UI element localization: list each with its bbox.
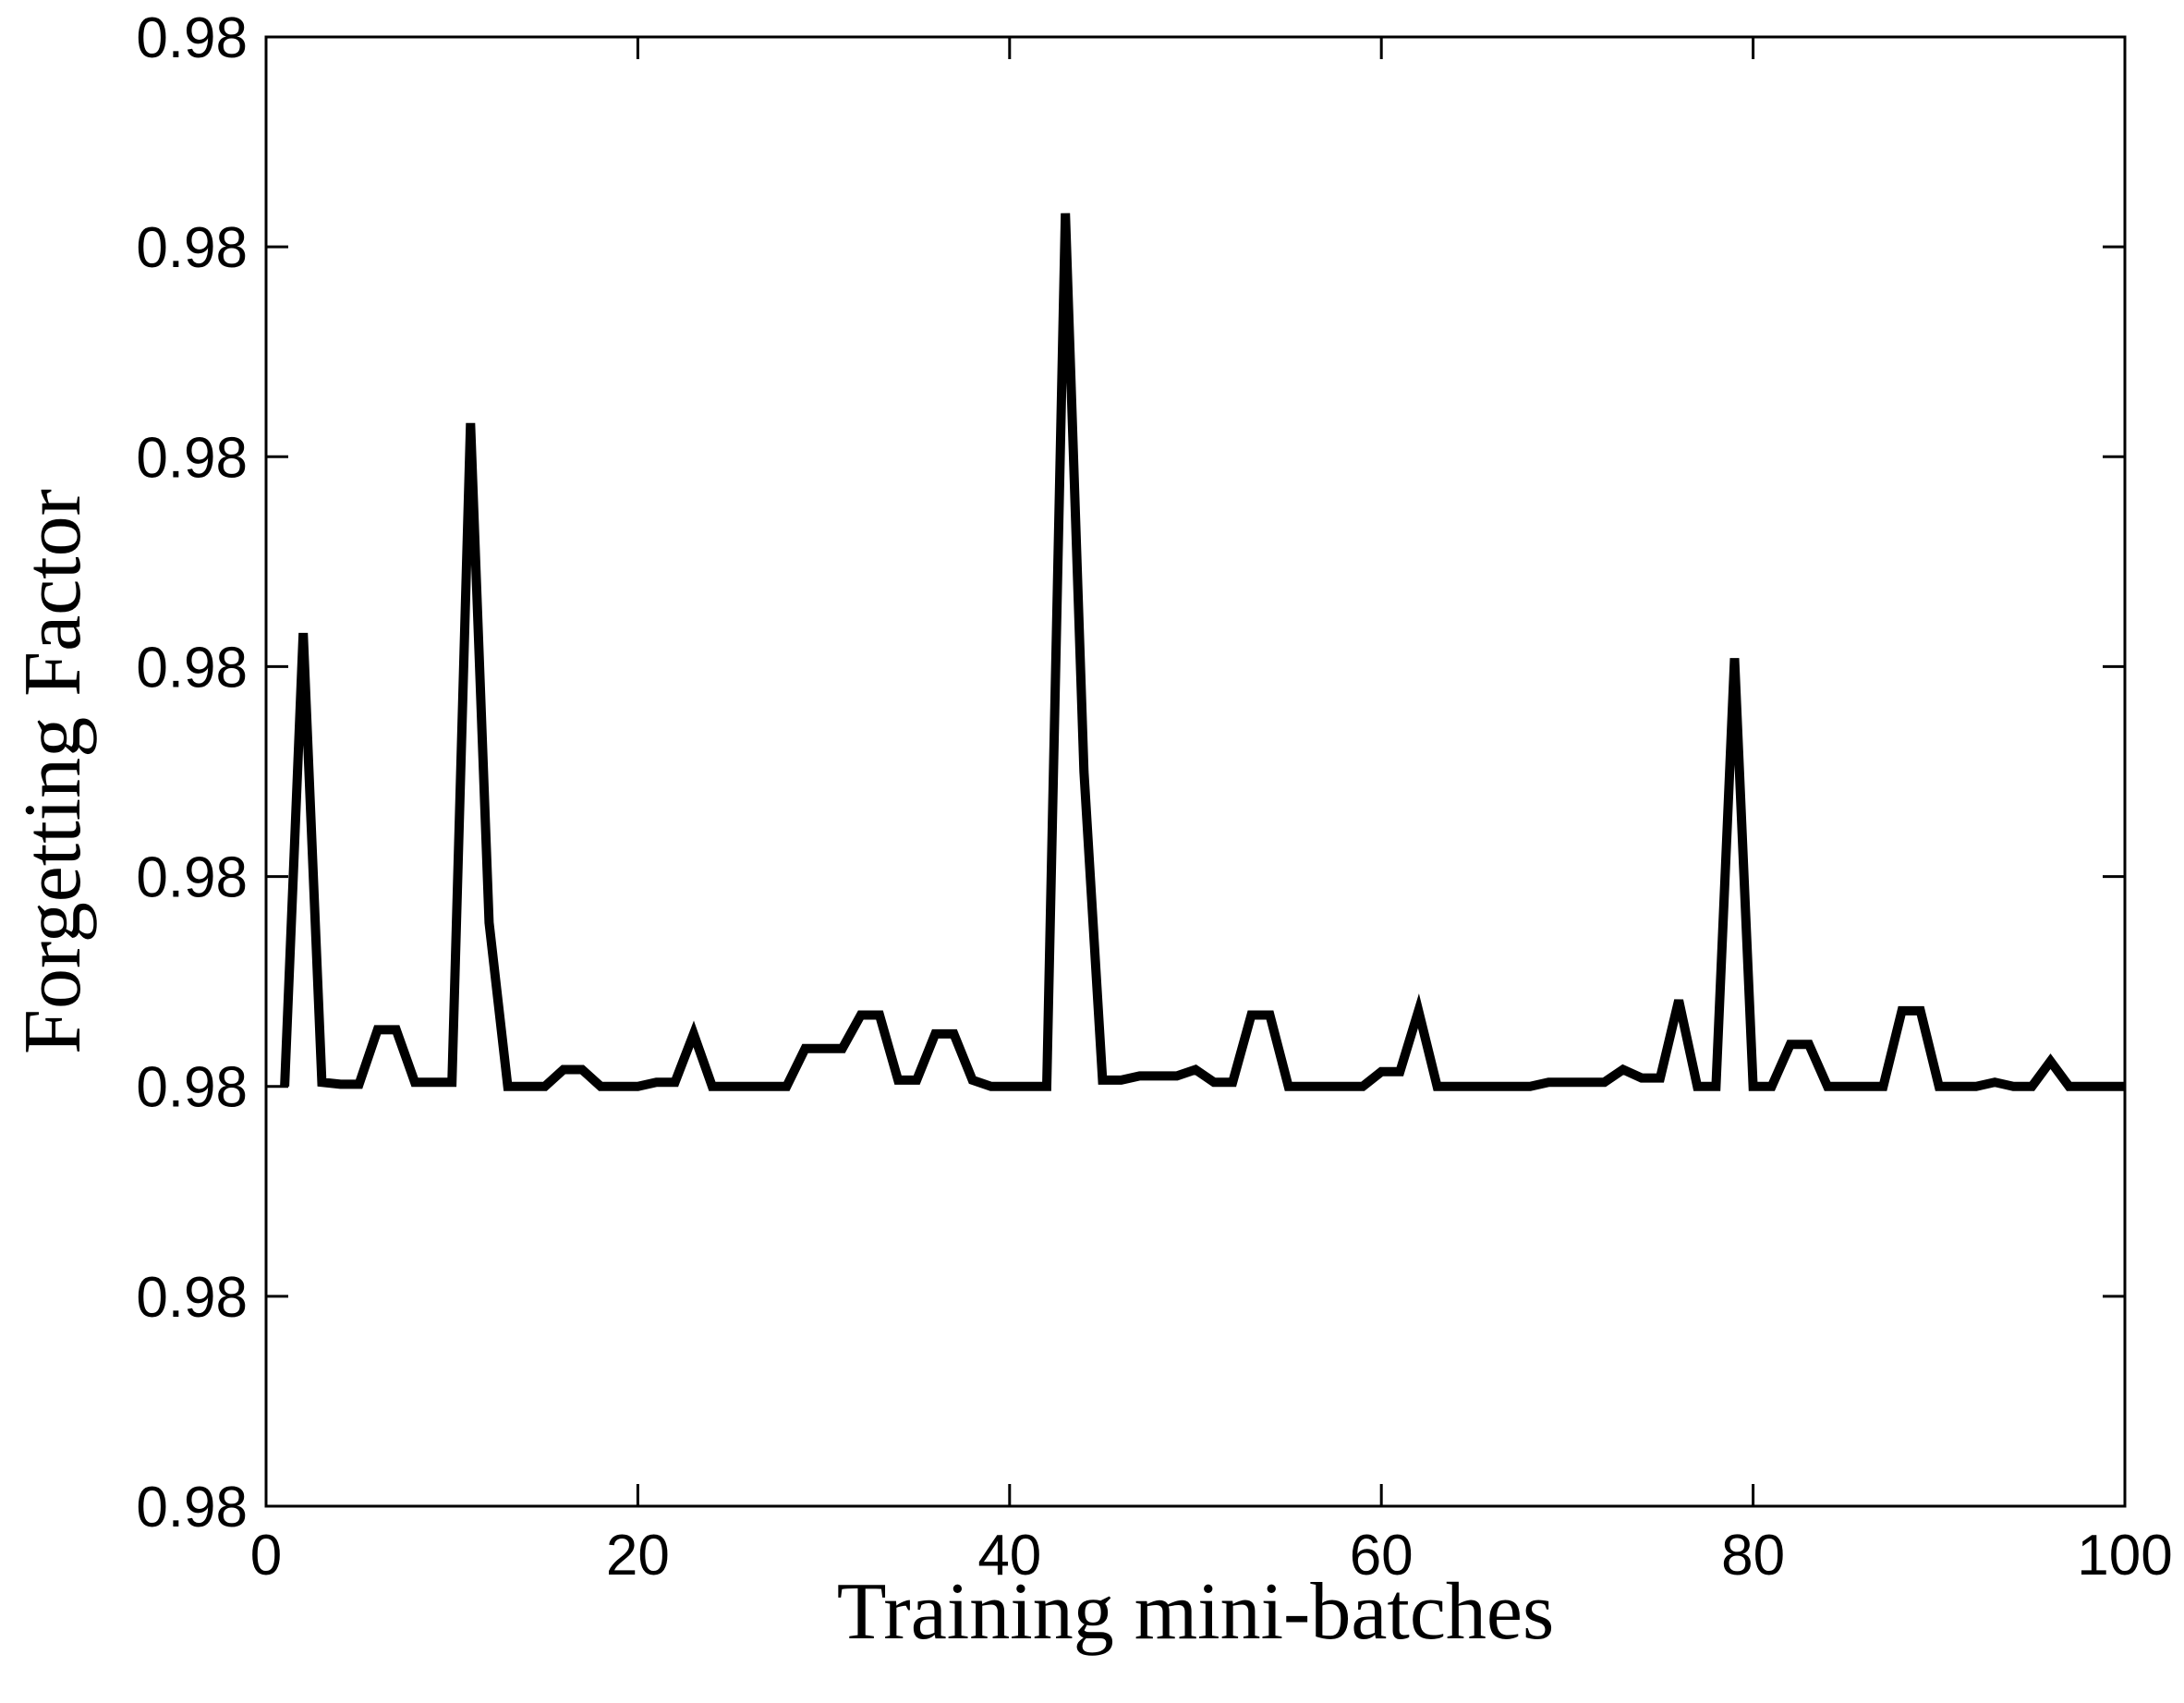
x-tick-label: 60 [1350,1524,1414,1587]
y-tick-label: 0.98 [136,846,248,910]
x-tick-label: 0 [250,1524,282,1587]
y-tick-label: 0.98 [136,636,248,699]
y-tick-label: 0.98 [136,6,248,70]
x-tick-label: 80 [1721,1524,1785,1587]
y-tick-label: 0.98 [136,1056,248,1120]
x-axis-ticks: 0 20 40 60 80 100 [250,37,2173,1587]
y-tick-label: 0.98 [136,1266,248,1330]
x-axis-label: Training mini-batches [837,1567,1554,1657]
y-tick-label: 0.98 [136,216,248,280]
y-tick-label: 0.98 [136,426,248,490]
y-axis-ticks: 0.98 0.98 0.98 0.98 0.98 0.98 0.98 0.98 [136,6,2125,1539]
x-tick-label: 40 [977,1524,1041,1587]
y-axis-label: Forgetting Factor [8,489,98,1054]
plot-area [264,35,2127,1508]
y-tick-label: 0.98 [136,1476,248,1539]
x-tick-label: 100 [2077,1524,2172,1587]
x-tick-label: 20 [606,1524,670,1587]
series-line [280,213,2125,1091]
series-layer [280,213,2125,1091]
